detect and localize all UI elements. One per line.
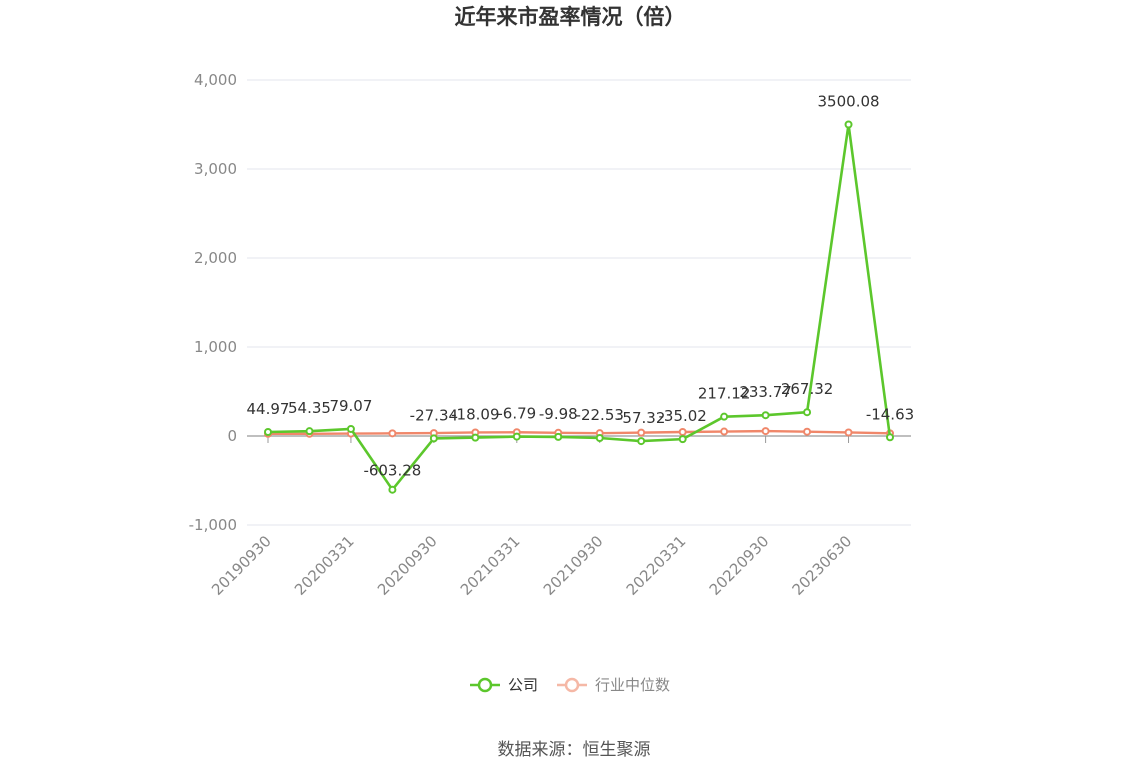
series-group [264,120,894,494]
data-label: -57.32 [617,409,665,427]
industry-median-point[interactable] [844,428,853,437]
company-point[interactable] [637,437,646,446]
x-tick-label: 20210930 [540,532,607,599]
x-axis: 20190930 20200331 20200930 20210331 20210930… [208,436,855,599]
data-labels: 44.9754.3579.07-603.28-27.34-18.09-6.79-… [247,92,915,479]
y-tick-label: 0 [227,427,237,445]
legend-item-company[interactable]: 公司 [470,676,538,694]
company-point[interactable] [429,434,438,443]
data-label: 267.32 [781,380,834,398]
company-point[interactable] [554,432,563,441]
legend[interactable]: 公司 行业中位数 [470,676,670,694]
data-label: -6.79 [497,405,536,423]
legend-item-industry-median[interactable]: 行业中位数 [557,676,670,694]
company-point[interactable] [512,432,521,441]
data-label: 44.97 [247,400,290,418]
company-line [267,123,892,491]
data-source: 数据来源：恒生聚源 [498,740,651,760]
data-label: -603.28 [363,462,421,480]
company-point[interactable] [720,412,729,421]
data-label: -35.02 [658,407,706,425]
industry-median-point[interactable] [720,427,729,436]
x-tick-label: 20200331 [291,532,358,599]
data-label: -9.98 [539,405,578,423]
y-axis: 4,000 3,000 2,000 1,000 0 -1,000 [189,71,237,534]
data-label: -14.63 [866,405,914,423]
x-tick-label: 20220930 [706,532,773,599]
x-tick-label: 20190930 [208,532,275,599]
industry-median-point[interactable] [761,427,770,436]
grid-lines [247,79,911,526]
company-point[interactable] [471,433,480,442]
data-label: 54.35 [288,399,331,417]
legend-label: 公司 [508,676,538,694]
data-label: -22.53 [576,406,624,424]
company-point[interactable] [678,435,687,444]
industry-median-line [268,429,891,435]
legend-circle-icon [477,677,493,693]
company-point[interactable] [886,433,894,442]
data-label: -27.34 [410,406,458,424]
data-label: -18.09 [451,406,499,424]
industry-median-point[interactable] [388,429,397,438]
data-label: 233.77 [739,383,792,401]
y-tick-label: 2,000 [194,249,237,267]
x-tick-label: 20230630 [789,532,856,599]
data-label: 217.12 [698,385,751,403]
y-tick-label: 3,000 [194,160,237,178]
data-label: 3500.08 [818,92,880,110]
company-point[interactable] [388,485,397,494]
company-point[interactable] [346,424,355,433]
data-label: 79.07 [329,397,372,415]
x-tick-label: 20210331 [457,532,524,599]
y-tick-label: 1,000 [194,338,237,356]
x-tick-label: 20220331 [623,532,690,599]
x-tick-label: 20200930 [374,532,441,599]
industry-median-point[interactable] [803,427,812,436]
company-point[interactable] [803,408,812,417]
legend-circle-icon [564,677,580,693]
company-point[interactable] [305,427,314,436]
chart-title: 近年来市盈率情况（倍） [455,5,686,29]
company-point[interactable] [761,411,770,420]
legend-label: 行业中位数 [595,676,670,694]
company-point[interactable] [264,427,272,436]
y-tick-label: 4,000 [194,71,237,89]
y-tick-label: -1,000 [189,516,237,534]
industry-median-point[interactable] [637,428,646,437]
industry-median-point[interactable] [678,427,687,436]
company-point[interactable] [844,120,853,129]
company-point[interactable] [595,434,604,443]
